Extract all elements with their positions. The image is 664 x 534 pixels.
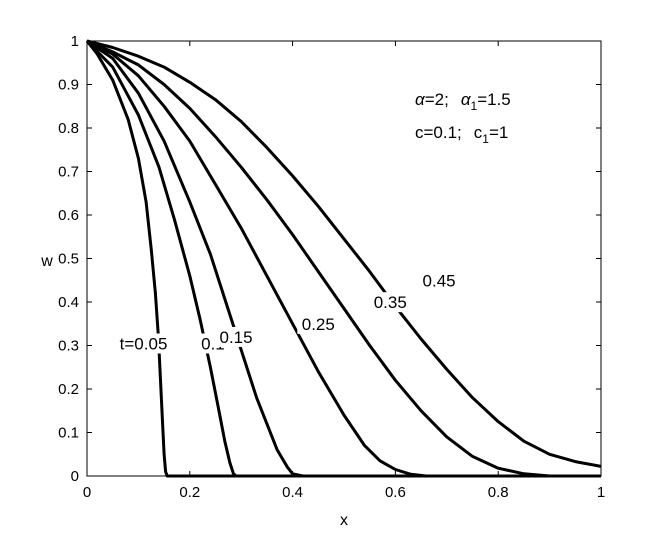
- alpha-symbol: α: [415, 90, 426, 109]
- alpha1-value: =1.5: [477, 90, 511, 109]
- series-label-background: [418, 270, 461, 291]
- alpha1-subscript: 1: [471, 99, 478, 113]
- alpha1-symbol: α: [461, 90, 472, 109]
- x-tick-label: 0.8: [488, 484, 509, 501]
- c1-value: =1: [489, 123, 508, 142]
- y-tick-label: 0.4: [58, 294, 79, 311]
- y-tick-label: 0: [71, 468, 79, 485]
- series-line-0.35: [86, 39, 601, 478]
- alpha-value: =2;: [425, 90, 449, 109]
- series-label: 0.25: [302, 315, 335, 334]
- x-tick-label: 0.4: [282, 484, 303, 501]
- series-label: 0.45: [423, 271, 456, 290]
- x-axis-label: x: [340, 512, 348, 529]
- axis-ticks: 0 0.2 0.4 0.6 0.8 1 0 0.1 0.2 0.3 0.4 0.5 0.6 0.7 0.8 0…: [58, 33, 605, 501]
- parameter-annotation-c: c=0.1; c1=1: [415, 123, 508, 146]
- y-tick-label: 0.1: [58, 425, 79, 442]
- c-value: c=0.1;: [415, 123, 462, 142]
- y-tick-label: 0.6: [58, 207, 79, 224]
- series-line-t0.05: [85, 40, 601, 478]
- y-tick-label: 0.9: [58, 77, 79, 94]
- y-tick-label: 0.2: [58, 381, 79, 398]
- series-labels: t=0.05 0.10.150.250.350.45: [113, 270, 461, 354]
- x-tick-label: 0: [83, 484, 91, 501]
- x-tick-label: 1: [597, 484, 605, 501]
- series-line-0.45: [86, 39, 602, 468]
- series-label-background: [215, 326, 258, 347]
- series-line-0.25: [86, 39, 601, 478]
- c1-subscript: 1: [482, 132, 489, 146]
- x-tick-label: 0.6: [385, 484, 406, 501]
- y-tick-label: 0.3: [58, 338, 79, 355]
- series-label: 0.15: [220, 328, 253, 347]
- y-axis-label: w: [40, 253, 53, 270]
- y-tick-label: 0.7: [58, 164, 79, 181]
- c1-symbol: c: [474, 123, 483, 142]
- x-tick-label: 0.2: [179, 484, 200, 501]
- series-lines: [85, 39, 602, 478]
- series-line-0.15: [86, 39, 601, 478]
- y-tick-label: 0.5: [58, 251, 79, 268]
- series-label-background: [369, 292, 412, 313]
- series-label-background: [113, 333, 174, 354]
- series-label: t=0.05: [120, 335, 168, 354]
- parameter-annotation-alpha: α=2; α1=1.5: [415, 90, 511, 113]
- y-tick-label: 0.8: [58, 120, 79, 137]
- series-label-background: [297, 313, 340, 334]
- y-tick-label: 1: [71, 33, 79, 50]
- series-label: 0.35: [374, 293, 407, 312]
